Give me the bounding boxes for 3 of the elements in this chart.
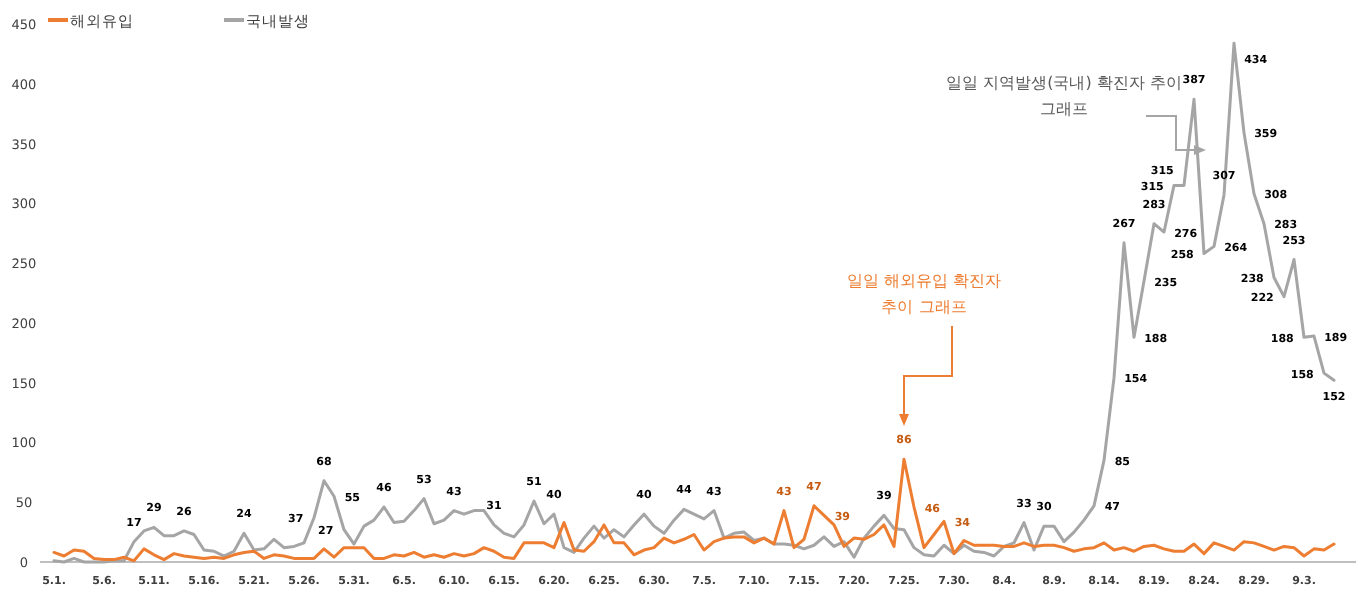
annotation: 일일 해외유입 확진자 추이 그래프	[846, 272, 1002, 316]
annotation: 일일 지역발생(국내) 확진자 추이 그래프	[946, 74, 1182, 118]
line-series	[52, 457, 1336, 563]
